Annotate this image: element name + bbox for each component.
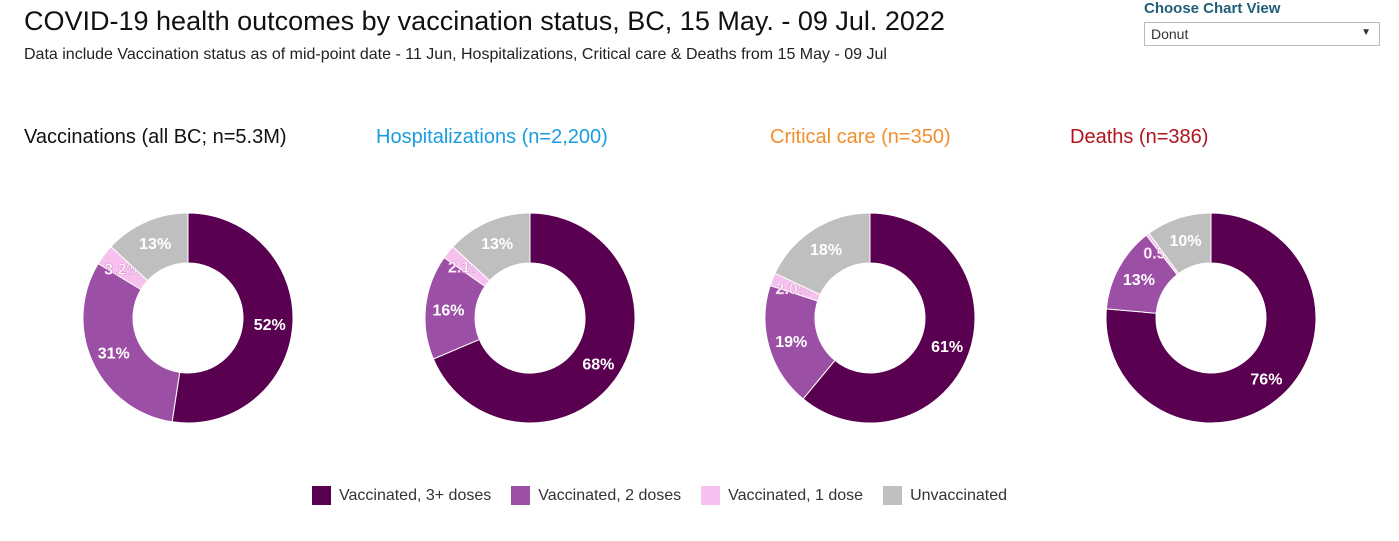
chart-view-select[interactable]: Donut ▼	[1144, 22, 1380, 46]
chart-view-label: Choose Chart View	[1144, 0, 1281, 17]
data-label: 76%	[1250, 371, 1282, 388]
slice-unvaccinated[interactable]	[110, 212, 189, 282]
legend-item: Vaccinated, 1 dose	[701, 486, 863, 505]
legend-item: Vaccinated, 3+ doses	[312, 486, 491, 505]
data-label: 13%	[1123, 272, 1155, 289]
legend-swatch	[701, 486, 721, 505]
legend: Vaccinated, 3+ doses Vaccinated, 2 doses…	[312, 486, 1013, 505]
chart-title-deaths: Deaths (n=386)	[1070, 126, 1209, 148]
data-label: 18%	[810, 242, 842, 259]
legend-label: Vaccinated, 2 doses	[538, 486, 682, 504]
slice-3plus-doses[interactable]	[1105, 212, 1317, 424]
chart-view-value: Donut	[1151, 26, 1189, 42]
data-label: 16%	[432, 302, 464, 319]
slice-2-doses[interactable]	[82, 262, 181, 423]
chart-title-hospitalizations: Hospitalizations (n=2,200)	[376, 126, 608, 148]
legend-item: Vaccinated, 2 doses	[511, 486, 681, 505]
slice-unvaccinated[interactable]	[774, 212, 871, 296]
slice-3plus-doses[interactable]	[432, 212, 636, 424]
page-title: COVID-19 health outcomes by vaccination …	[24, 6, 945, 36]
data-label: 52%	[254, 317, 286, 334]
data-label: 68%	[582, 356, 614, 373]
slice-3plus-doses[interactable]	[171, 212, 294, 424]
legend-label: Vaccinated, 3+ doses	[339, 486, 492, 504]
legend-label: Unvaccinated	[910, 486, 1008, 504]
data-label: 10%	[1170, 233, 1202, 250]
legend-label: Vaccinated, 1 dose	[728, 486, 864, 504]
chart-title-critical-care: Critical care (n=350)	[770, 126, 951, 148]
data-label: 19%	[775, 334, 807, 351]
data-label: 31%	[98, 346, 130, 363]
data-label: 13%	[139, 236, 171, 253]
data-label: 61%	[931, 339, 963, 356]
slice-unvaccinated[interactable]	[452, 212, 531, 282]
slice-unvaccinated[interactable]	[1148, 212, 1212, 275]
page-subtitle: Data include Vaccination status as of mi…	[24, 46, 887, 63]
legend-item: Unvaccinated	[883, 486, 1007, 505]
legend-swatch	[511, 486, 531, 505]
slice-3plus-doses[interactable]	[802, 212, 976, 424]
data-label: 13%	[481, 236, 513, 253]
chevron-down-icon: ▼	[1361, 27, 1371, 38]
chart-title-vaccinations: Vaccinations (all BC; n=5.3M)	[24, 126, 287, 148]
legend-swatch	[312, 486, 331, 505]
legend-swatch	[883, 486, 903, 505]
